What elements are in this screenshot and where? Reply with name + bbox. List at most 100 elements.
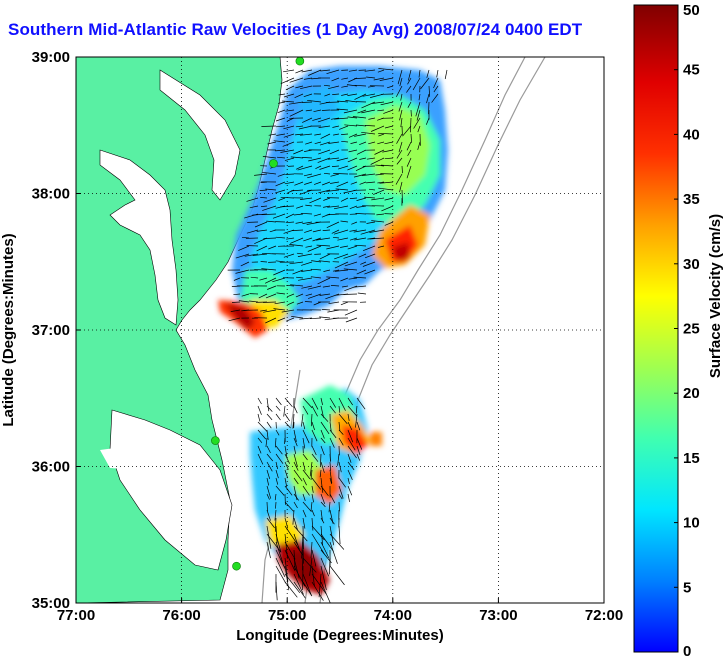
velocity-vector xyxy=(312,237,322,242)
velocity-vector xyxy=(330,117,340,120)
velocity-vector xyxy=(297,253,313,257)
velocity-vector xyxy=(357,292,367,295)
velocity-vector xyxy=(378,68,394,71)
velocity-vector xyxy=(275,557,286,577)
colorbar-tick-label: 5 xyxy=(683,579,691,596)
velocity-vector xyxy=(412,77,421,91)
velocity-vector xyxy=(295,125,304,128)
velocity-vector xyxy=(257,453,264,465)
velocity-vector xyxy=(413,117,421,129)
velocity-vector xyxy=(309,557,313,576)
velocity-vector xyxy=(294,181,304,186)
velocity-vector xyxy=(341,93,349,96)
velocity-vector xyxy=(294,93,304,99)
velocity-vector xyxy=(320,445,325,456)
velocity-vector xyxy=(275,461,279,470)
velocity-vector xyxy=(317,277,331,285)
velocity-vector xyxy=(278,197,286,201)
velocity-vector xyxy=(275,549,286,570)
velocity-vector xyxy=(314,141,322,145)
velocity-vector xyxy=(307,245,322,252)
velocity-vector xyxy=(274,437,277,448)
velocity-vector xyxy=(428,85,431,97)
velocity-vector xyxy=(293,517,298,531)
velocity-vector xyxy=(347,421,353,430)
land-mass xyxy=(76,57,283,603)
velocity-vector xyxy=(348,277,358,280)
velocity-vector xyxy=(235,269,250,274)
velocity-vector xyxy=(283,253,295,258)
velocity-vector xyxy=(282,100,295,103)
velocity-vector xyxy=(329,421,332,432)
velocity-vector xyxy=(400,93,403,101)
velocity-vector xyxy=(275,469,279,479)
velocity-vector xyxy=(338,421,341,431)
velocity-vector xyxy=(343,293,358,295)
velocity-vector xyxy=(303,173,313,177)
velocity-vector xyxy=(275,541,284,564)
velocity-vector xyxy=(303,237,313,242)
velocity-vector xyxy=(273,308,286,311)
station-marker xyxy=(295,57,305,66)
velocity-vector xyxy=(347,116,358,119)
velocity-vector xyxy=(304,229,313,233)
velocity-vector xyxy=(302,429,310,444)
y-axis-label: Latitude (Degrees:Minutes) xyxy=(0,233,17,426)
velocity-vector xyxy=(338,477,346,488)
velocity-vector xyxy=(302,117,313,123)
velocity-vector xyxy=(284,461,289,470)
velocity-vector xyxy=(283,405,286,417)
velocity-vector xyxy=(323,269,331,272)
velocity-vector xyxy=(378,133,385,137)
velocity-vector xyxy=(384,125,394,129)
velocity-vector xyxy=(334,117,349,120)
velocity-vector xyxy=(331,77,340,82)
velocity-vector xyxy=(338,413,348,425)
velocity-vector xyxy=(302,517,306,529)
velocity-vector xyxy=(283,69,295,73)
velocity-vector xyxy=(361,131,376,135)
velocity-vector xyxy=(377,181,385,184)
velocity-vector xyxy=(345,100,358,103)
y-tick-label: 37:00 xyxy=(32,322,70,339)
velocity-vector xyxy=(295,85,304,89)
velocity-vector xyxy=(324,93,331,97)
velocity-vector xyxy=(287,301,295,306)
velocity-vector xyxy=(378,187,394,191)
velocity-vector xyxy=(351,221,358,225)
velocity-vector xyxy=(266,525,272,549)
velocity-vector xyxy=(261,125,277,127)
velocity-vector xyxy=(302,525,304,550)
velocity-vector xyxy=(258,293,268,299)
velocity-vector xyxy=(356,397,366,410)
velocity-vector xyxy=(329,541,338,564)
velocity-vector xyxy=(343,253,358,259)
velocity-vector xyxy=(275,181,286,187)
velocity-vector xyxy=(347,429,354,443)
velocity-vector xyxy=(302,397,313,409)
velocity-vector xyxy=(293,557,300,579)
velocity-vector xyxy=(307,173,322,179)
velocity-vector xyxy=(333,229,349,235)
velocity-vector xyxy=(311,509,315,517)
velocity-vector xyxy=(275,260,286,263)
velocity-vector xyxy=(266,469,271,480)
velocity-vector xyxy=(356,149,367,155)
velocity-vector xyxy=(332,236,340,239)
velocity-vector xyxy=(347,93,358,96)
velocity-vector xyxy=(275,485,285,496)
velocity-vector xyxy=(354,93,367,100)
velocity-vector xyxy=(302,405,309,415)
velocity-vector xyxy=(299,317,313,320)
velocity-vector xyxy=(360,261,367,265)
velocity-vector xyxy=(340,301,349,306)
velocity-vector xyxy=(319,141,331,146)
velocity-vector xyxy=(327,157,340,160)
velocity-vector xyxy=(284,549,296,571)
velocity-vector xyxy=(254,173,268,176)
velocity-vector xyxy=(347,245,358,250)
albemarle-arm xyxy=(100,446,170,470)
velocity-vector xyxy=(350,181,358,185)
velocity-vector xyxy=(338,525,341,545)
velocity-vector xyxy=(228,317,241,322)
